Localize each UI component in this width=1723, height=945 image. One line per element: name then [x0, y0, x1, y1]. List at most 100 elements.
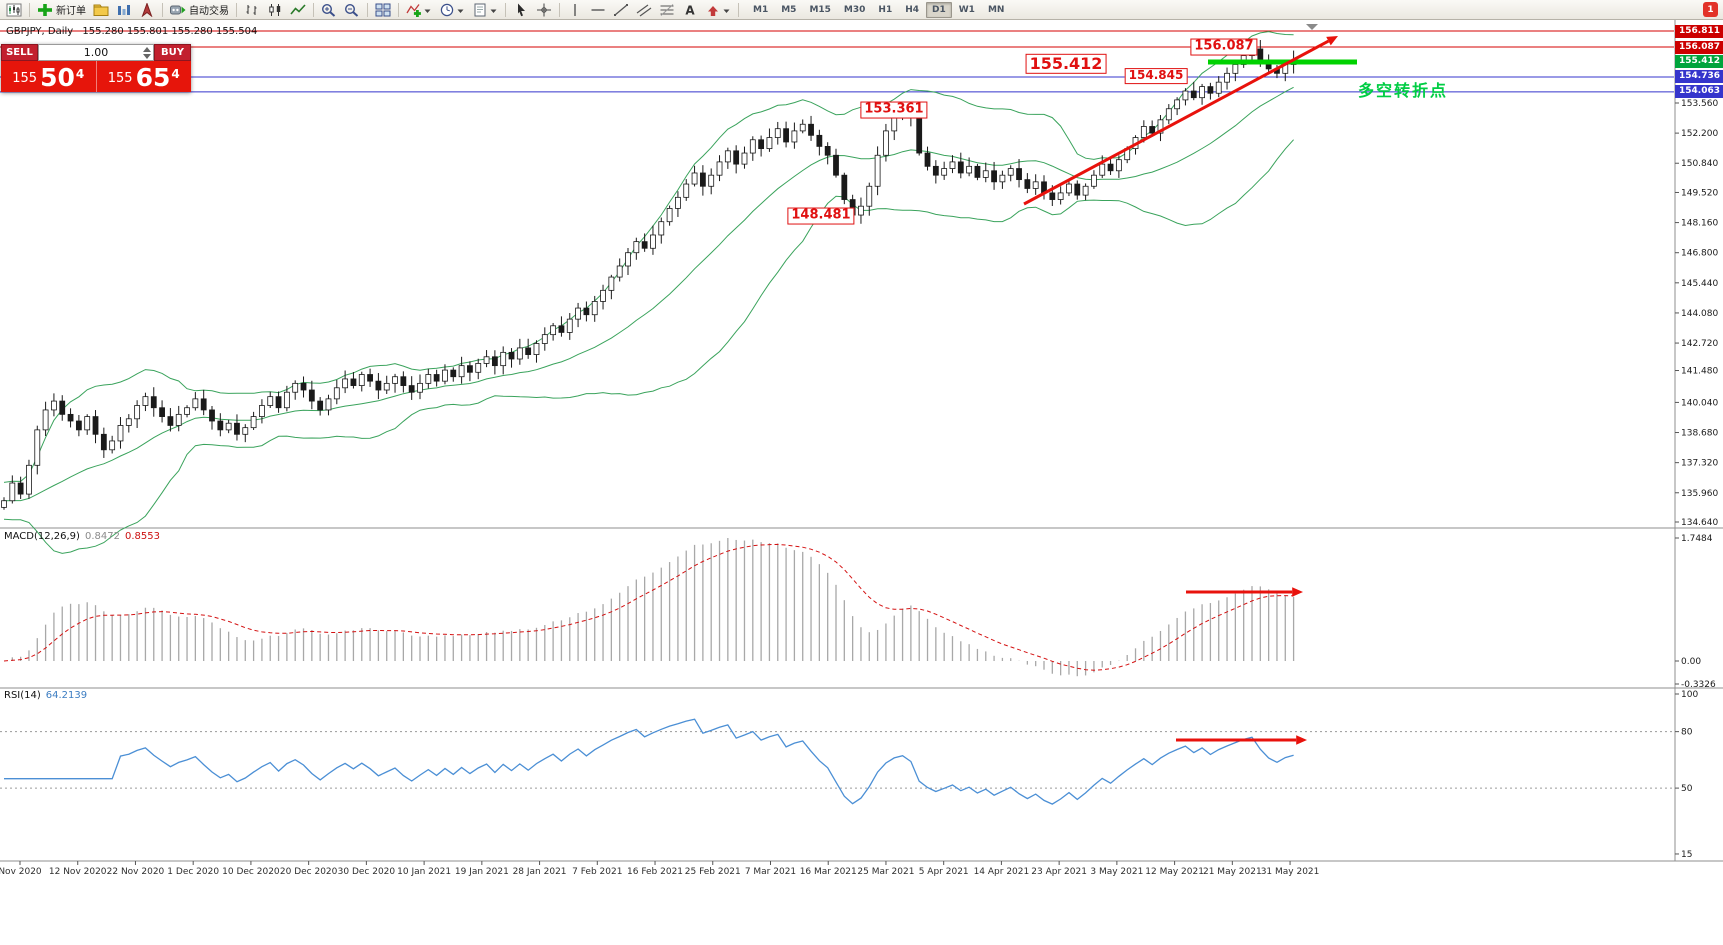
toolbar-separator [505, 2, 506, 17]
horizontal-line-icon [590, 3, 606, 17]
toolbar-separator [162, 2, 163, 17]
line-chart-icon [290, 3, 306, 17]
market-watch-icon [116, 3, 132, 17]
navigator-button[interactable] [136, 1, 158, 19]
buy-price-prefix: 155 [107, 71, 133, 86]
stepper-down-icon[interactable] [142, 54, 151, 59]
svg-text:23 Apr 2021: 23 Apr 2021 [1031, 867, 1087, 877]
svg-text:10 Dec 2020: 10 Dec 2020 [222, 867, 280, 877]
auto-trading-icon [170, 3, 186, 17]
dropdown-caret-icon [722, 3, 731, 17]
annotation-154.845[interactable]: 154.845 [1124, 68, 1188, 84]
cursor-tool-button[interactable] [510, 1, 532, 19]
fibonacci-icon [659, 3, 675, 17]
chart-window-icon [6, 3, 22, 17]
buy-button[interactable]: BUY [154, 44, 191, 61]
svg-text:149.520: 149.520 [1681, 188, 1718, 198]
svg-text:19 Jan 2021: 19 Jan 2021 [455, 867, 509, 877]
trend-arrow[interactable] [1023, 36, 1338, 206]
crosshair-tool-button[interactable] [533, 1, 555, 19]
channel-tool-button[interactable] [633, 1, 655, 19]
timeframe-button-D1[interactable]: D1 [926, 1, 952, 18]
one-click-trading-panel: SELL 1.00 BUY 155 50 4 155 65 4 [1, 44, 191, 92]
volume-stepper[interactable] [141, 46, 152, 59]
tile-windows-button[interactable] [372, 1, 394, 19]
market-watch-button[interactable] [113, 1, 135, 19]
timeframe-button-M30[interactable]: M30 [843, 4, 866, 15]
volume-input[interactable]: 1.00 [38, 44, 154, 61]
svg-text:16 Mar 2021: 16 Mar 2021 [800, 867, 857, 877]
annotation-156.087[interactable]: 156.087 [1190, 38, 1258, 56]
trendline-tool-button[interactable] [610, 1, 632, 19]
zoom-out-button[interactable] [341, 1, 363, 19]
macd-panel: 1.7484 0.00 -0.3326 [3, 534, 1716, 690]
horizontal-line-tool-button[interactable] [587, 1, 609, 19]
buy-price-pip: 4 [171, 67, 180, 81]
sell-price-button[interactable]: 155 50 4 [1, 61, 96, 92]
chart-shift-marker[interactable] [1306, 24, 1318, 30]
svg-text:Nov 2020: Nov 2020 [0, 867, 42, 877]
templates-button[interactable] [469, 1, 501, 19]
notification-badge[interactable]: 1 [1703, 2, 1718, 17]
bar-chart-button[interactable] [241, 1, 263, 19]
line-chart-button[interactable] [287, 1, 309, 19]
svg-text:145.440: 145.440 [1681, 279, 1718, 289]
bar-chart-icon [244, 3, 260, 17]
main-toolbar: 新订单 自动交易 A M1 M5 M15 M30 H1 H4 D1 W1 MN 1 [0, 0, 1723, 20]
timeframe-button-M5[interactable]: M5 [781, 4, 797, 15]
timeframe-button-W1[interactable]: W1 [958, 4, 975, 15]
indicators-button[interactable] [403, 1, 435, 19]
fibonacci-tool-button[interactable] [656, 1, 678, 19]
rsi-panel: 100 80 50 15 [0, 690, 1698, 860]
sell-price-pip: 4 [75, 67, 85, 81]
sell-button[interactable]: SELL [1, 44, 38, 61]
stepper-up-icon[interactable] [142, 47, 151, 52]
chart-window-button[interactable] [3, 1, 25, 19]
periods-button[interactable] [436, 1, 468, 19]
svg-text:12 Nov 2020: 12 Nov 2020 [49, 867, 107, 877]
buy-price-button[interactable]: 155 65 4 [95, 61, 192, 92]
channel-icon [636, 3, 652, 17]
clock-icon [439, 3, 455, 17]
svg-text:-0.3326: -0.3326 [1681, 680, 1716, 690]
svg-text:10 Jan 2021: 10 Jan 2021 [397, 867, 451, 877]
trendline-icon [613, 3, 629, 17]
svg-text:141.480: 141.480 [1681, 367, 1718, 377]
timeframe-button-M1[interactable]: M1 [753, 4, 769, 15]
svg-text:1 Dec 2020: 1 Dec 2020 [167, 867, 219, 877]
arrows-tool-button[interactable] [702, 1, 734, 19]
profiles-icon [93, 3, 109, 17]
price-axis[interactable]: 153.560 152.200 150.840 149.520 148.160 146.8… [1675, 99, 1718, 528]
annotation-155.412[interactable]: 155.412 [1025, 53, 1107, 75]
new-order-button[interactable]: 新订单 [34, 1, 89, 19]
svg-text:148.160: 148.160 [1681, 219, 1718, 229]
indicators-icon [406, 3, 422, 17]
candle-chart-icon [267, 3, 283, 17]
svg-text:140.040: 140.040 [1681, 398, 1718, 408]
timeframe-button-MN[interactable]: MN [987, 4, 1005, 15]
timeframe-button-H4[interactable]: H4 [905, 4, 919, 15]
auto-trading-button[interactable]: 自动交易 [167, 1, 232, 19]
svg-text:146.800: 146.800 [1681, 249, 1718, 259]
horizontal-lines[interactable] [0, 30, 1674, 93]
svg-text:12 May 2021: 12 May 2021 [1145, 867, 1204, 877]
zoom-in-icon [321, 3, 337, 17]
svg-text:31 May 2021: 31 May 2021 [1261, 867, 1320, 877]
svg-text:135.960: 135.960 [1681, 489, 1718, 499]
dropdown-caret-icon [489, 3, 498, 17]
svg-text:50: 50 [1681, 784, 1693, 794]
candle-chart-button[interactable] [264, 1, 286, 19]
annotation-148.481[interactable]: 148.481 [787, 207, 855, 225]
profiles-button[interactable] [90, 1, 112, 19]
navigator-icon [139, 2, 155, 17]
vertical-line-tool-button[interactable] [564, 1, 586, 19]
annotation-153.361[interactable]: 153.361 [860, 101, 928, 119]
timeframe-button-H1[interactable]: H1 [878, 4, 893, 15]
svg-text:152.200: 152.200 [1681, 129, 1718, 139]
zoom-in-button[interactable] [318, 1, 340, 19]
svg-text:25 Mar 2021: 25 Mar 2021 [857, 867, 914, 877]
time-axis[interactable]: Nov 2020 12 Nov 2020 22 Nov 2020 1 Dec 2020… [0, 861, 1319, 877]
timeframe-button-M15[interactable]: M15 [809, 4, 831, 15]
text-tool-button[interactable]: A [679, 1, 701, 19]
